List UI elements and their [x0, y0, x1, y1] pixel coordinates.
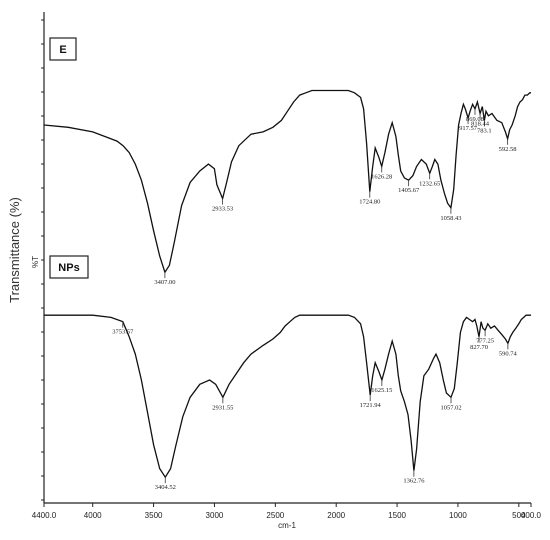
- panel-nps: 3753.57 3404.52 2931.55 1721.94 1625.15 1362.…: [44, 255, 531, 491]
- peak-label: 1057.02: [440, 404, 461, 411]
- panel-label: NPs: [58, 262, 79, 274]
- y-tick-label: %T: [31, 256, 40, 268]
- x-tick-label: 3000: [206, 511, 224, 520]
- peak-label: 818.44: [471, 121, 490, 128]
- peak-label: 3753.57: [112, 329, 134, 336]
- x-tick-label: 2000: [327, 511, 345, 520]
- x-tick-label: 4400.0: [32, 511, 57, 520]
- x-tick-label: 4000: [84, 511, 102, 520]
- peak-label: 1721.94: [360, 402, 382, 409]
- peak-label: 1362.76: [403, 478, 425, 485]
- peak-label: 590.74: [499, 350, 518, 357]
- peak-label: 783.1: [477, 127, 492, 134]
- panel-label: E: [59, 44, 66, 56]
- peak-label: 827.70: [470, 344, 488, 351]
- x-tick-label: 2500: [266, 511, 284, 520]
- x-axis-label: cm-1: [278, 521, 296, 530]
- x-tick-label: 400.0: [521, 511, 542, 520]
- peak-label: 1724.80: [359, 199, 380, 206]
- peak-label: 592.58: [499, 146, 517, 153]
- spectrum-line-nps: [44, 314, 531, 479]
- peak-label: 1625.15: [371, 387, 392, 394]
- x-tick-label: 500: [512, 511, 526, 520]
- x-tick-label: 1500: [388, 511, 406, 520]
- peak-label: 2933.53: [212, 206, 233, 213]
- peak-label: 3404.52: [155, 484, 176, 491]
- x-tick-label: 1000: [449, 511, 467, 520]
- peak-label: 869.08: [466, 116, 484, 123]
- peak-label: 1232.65: [419, 180, 440, 187]
- peak-label: 1626.28: [371, 173, 392, 180]
- panel-label-box: [49, 255, 89, 279]
- peak-label: 1058.43: [440, 215, 461, 222]
- peak-label: 1405.67: [398, 187, 420, 194]
- y-axis-label: Transmittance (%): [7, 197, 22, 303]
- peak-label: 917.57: [459, 125, 478, 132]
- panel-e: 3407.00 2933.53 1724.80 1626.28 1405.671232.…: [43, 37, 531, 286]
- spectra-panels: 3407.00 2933.53 1724.80 1626.28 1405.671232.…: [43, 37, 531, 491]
- x-tick-label: 3500: [145, 511, 163, 520]
- panel-label-box: [49, 37, 77, 61]
- peak-label: 777.25: [476, 337, 494, 344]
- spectrum-line-e: [43, 89, 531, 274]
- axes: 4400.0 4000 3500 3000 2500 2000 1500 1000 500400…: [32, 12, 542, 520]
- peak-label: 2931.55: [212, 404, 233, 411]
- peak-label: 3407.00: [154, 279, 175, 286]
